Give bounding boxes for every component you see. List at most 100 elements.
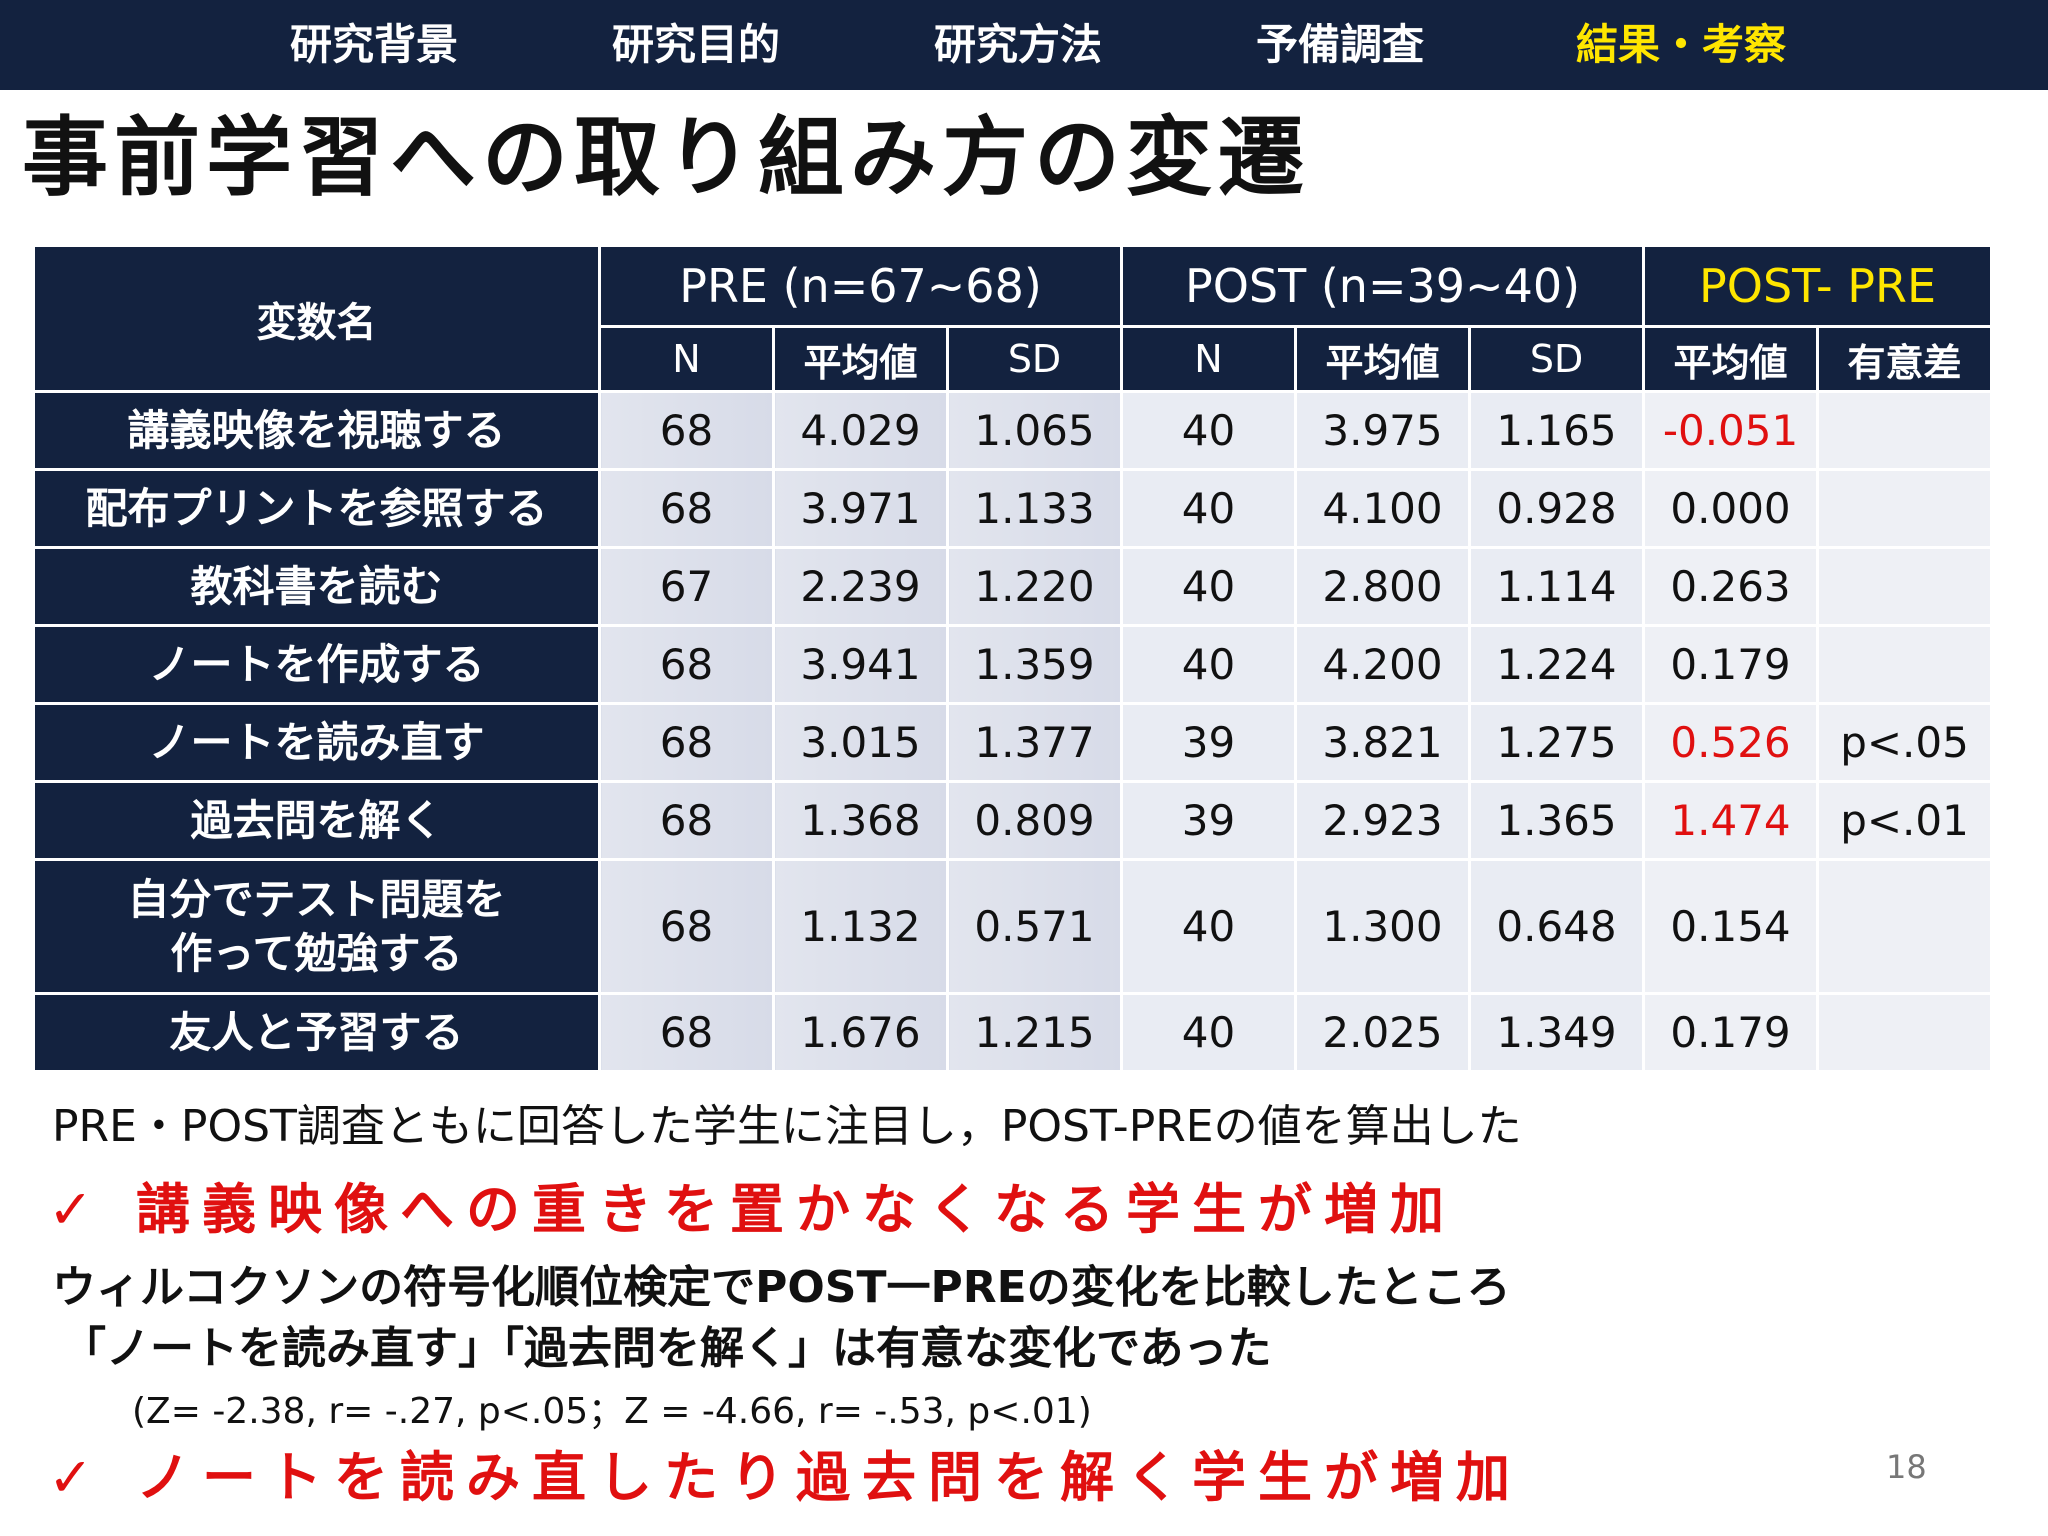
page-number: 18 bbox=[1886, 1448, 1927, 1486]
post-mean-cell: 3.975 bbox=[1294, 390, 1472, 471]
row-label-line-1: 自分でテスト問題を bbox=[127, 874, 506, 924]
significance-cell: p<.05 bbox=[1816, 702, 1994, 783]
post-mean-cell: 4.200 bbox=[1294, 624, 1472, 705]
row-label: ノートを作成する bbox=[32, 624, 601, 705]
diff-mean-cell: 0.179 bbox=[1642, 624, 1820, 705]
post-sd-cell: 1.165 bbox=[1468, 390, 1646, 471]
post-n-cell: 39 bbox=[1120, 780, 1298, 861]
post-mean-cell: 2.800 bbox=[1294, 546, 1472, 627]
row-label: 過去問を解く bbox=[32, 780, 601, 861]
post-mean-cell: 1.300 bbox=[1294, 858, 1472, 995]
significance-cell bbox=[1816, 858, 1994, 995]
pre-sd-cell: 1.065 bbox=[945, 390, 1124, 471]
pre-n-cell: 68 bbox=[598, 702, 775, 783]
finding-notes-past-exams: ✓ ノートを読み直したり過去問を解く学生が増加 bbox=[48, 1446, 1523, 1509]
nav-item-results-active[interactable]: 結果・考察 bbox=[1576, 20, 1787, 69]
pre-sd-cell: 0.571 bbox=[945, 858, 1124, 995]
pre-mean-cell: 2.239 bbox=[772, 546, 949, 627]
header-post-group: POST (n=39~40) bbox=[1120, 244, 1646, 328]
post-sd-cell: 1.365 bbox=[1468, 780, 1646, 861]
significance-cell bbox=[1816, 624, 1994, 705]
significance-cell bbox=[1816, 992, 1994, 1073]
header-post-sd: SD bbox=[1468, 325, 1646, 393]
post-sd-cell: 1.114 bbox=[1468, 546, 1646, 627]
header-pre-sd: SD bbox=[945, 325, 1124, 393]
pre-mean-cell: 1.132 bbox=[772, 858, 949, 995]
pre-mean-cell: 3.941 bbox=[772, 624, 949, 705]
finding-lecture-video: ✓ 講義映像への重きを置かなくなる学生が増加 bbox=[48, 1178, 1457, 1241]
pre-mean-cell: 1.368 bbox=[772, 780, 949, 861]
pre-mean-cell: 3.015 bbox=[772, 702, 949, 783]
method-note: PRE・POST調査ともに回答した学生に注目し，POST-PREの値を算出した bbox=[52, 1101, 1522, 1152]
header-diff-mean: 平均値 bbox=[1642, 325, 1820, 393]
pre-n-cell: 68 bbox=[598, 780, 775, 861]
post-mean-cell: 4.100 bbox=[1294, 468, 1472, 549]
header-post-minus-pre-group: POST- PRE bbox=[1642, 244, 1994, 328]
table-row: ノートを読み直す 68 3.015 1.377 39 3.821 1.275 0… bbox=[32, 702, 1994, 783]
nav-item-method[interactable]: 研究方法 bbox=[934, 20, 1103, 69]
header-post-n: N bbox=[1120, 325, 1298, 393]
diff-mean-cell: 1.474 bbox=[1642, 780, 1820, 861]
post-n-cell: 40 bbox=[1120, 992, 1298, 1073]
results-table: 変数名 PRE (n=67~68) POST (n=39~40) POST- P… bbox=[32, 244, 1994, 1073]
header-variable-name: 変数名 bbox=[32, 244, 601, 393]
diff-mean-cell: 0.154 bbox=[1642, 858, 1820, 995]
pre-mean-cell: 4.029 bbox=[772, 390, 949, 471]
table-row: ノートを作成する 68 3.941 1.359 40 4.200 1.224 0… bbox=[32, 624, 1994, 705]
diff-mean-cell: -0.051 bbox=[1642, 390, 1820, 471]
row-label: ノートを読み直す bbox=[32, 702, 601, 783]
header-pre-group: PRE (n=67~68) bbox=[597, 244, 1124, 328]
post-mean-cell: 2.025 bbox=[1294, 992, 1472, 1073]
pre-n-cell: 68 bbox=[598, 858, 775, 995]
table-row: 自分でテスト問題を 作って勉強する 68 1.132 0.571 40 1.30… bbox=[32, 858, 1994, 995]
post-n-cell: 40 bbox=[1120, 858, 1298, 995]
header-significance: 有意差 bbox=[1816, 325, 1994, 393]
pre-sd-cell: 0.809 bbox=[945, 780, 1124, 861]
post-n-cell: 40 bbox=[1120, 624, 1298, 705]
post-sd-cell: 0.928 bbox=[1468, 468, 1646, 549]
header-pre-mean: 平均値 bbox=[772, 325, 949, 393]
nav-item-purpose[interactable]: 研究目的 bbox=[612, 20, 781, 69]
row-label: 配布プリントを参照する bbox=[32, 468, 601, 549]
page-title: 事前学習への取り組み方の変遷 bbox=[22, 108, 1310, 208]
header-post-mean: 平均値 bbox=[1294, 325, 1472, 393]
pre-sd-cell: 1.220 bbox=[945, 546, 1124, 627]
row-label: 友人と予習する bbox=[32, 992, 601, 1073]
post-mean-cell: 2.923 bbox=[1294, 780, 1472, 861]
post-n-cell: 40 bbox=[1120, 468, 1298, 549]
significance-note: 「ノートを読み直す」「過去問を解く」は有意な変化であった bbox=[62, 1323, 1272, 1374]
post-n-cell: 40 bbox=[1120, 546, 1298, 627]
diff-mean-cell: 0.000 bbox=[1642, 468, 1820, 549]
pre-n-cell: 68 bbox=[598, 624, 775, 705]
significance-cell: p<.01 bbox=[1816, 780, 1994, 861]
post-sd-cell: 1.275 bbox=[1468, 702, 1646, 783]
significance-cell bbox=[1816, 390, 1994, 471]
pre-sd-cell: 1.215 bbox=[945, 992, 1124, 1073]
row-label-line-2: 作って勉強する bbox=[170, 928, 463, 978]
pre-sd-cell: 1.377 bbox=[945, 702, 1124, 783]
row-label: 講義映像を視聴する bbox=[32, 390, 601, 471]
significance-cell bbox=[1816, 468, 1994, 549]
nav-item-preliminary[interactable]: 予備調査 bbox=[1256, 20, 1425, 69]
diff-mean-cell: 0.179 bbox=[1642, 992, 1820, 1073]
pre-n-cell: 68 bbox=[598, 468, 775, 549]
pre-sd-cell: 1.133 bbox=[945, 468, 1124, 549]
row-label: 教科書を読む bbox=[32, 546, 601, 627]
significance-cell bbox=[1816, 546, 1994, 627]
table-row: 配布プリントを参照する 68 3.971 1.133 40 4.100 0.92… bbox=[32, 468, 1994, 549]
post-sd-cell: 1.224 bbox=[1468, 624, 1646, 705]
test-statistics: (Z= -2.38, r= -.27, p<.05；Z = -4.66, r= … bbox=[132, 1391, 1092, 1432]
table-row: 講義映像を視聴する 68 4.029 1.065 40 3.975 1.165 … bbox=[32, 390, 1994, 471]
row-label: 自分でテスト問題を 作って勉強する bbox=[32, 858, 601, 995]
post-sd-cell: 1.349 bbox=[1468, 992, 1646, 1073]
top-nav-bar: 研究背景 研究目的 研究方法 予備調査 結果・考察 bbox=[0, 0, 2048, 90]
post-n-cell: 40 bbox=[1120, 390, 1298, 471]
pre-sd-cell: 1.359 bbox=[945, 624, 1124, 705]
pre-n-cell: 67 bbox=[598, 546, 775, 627]
post-mean-cell: 3.821 bbox=[1294, 702, 1472, 783]
header-pre-n: N bbox=[598, 325, 775, 393]
diff-mean-cell: 0.263 bbox=[1642, 546, 1820, 627]
diff-mean-cell: 0.526 bbox=[1642, 702, 1820, 783]
pre-mean-cell: 3.971 bbox=[772, 468, 949, 549]
nav-item-background[interactable]: 研究背景 bbox=[290, 20, 459, 69]
